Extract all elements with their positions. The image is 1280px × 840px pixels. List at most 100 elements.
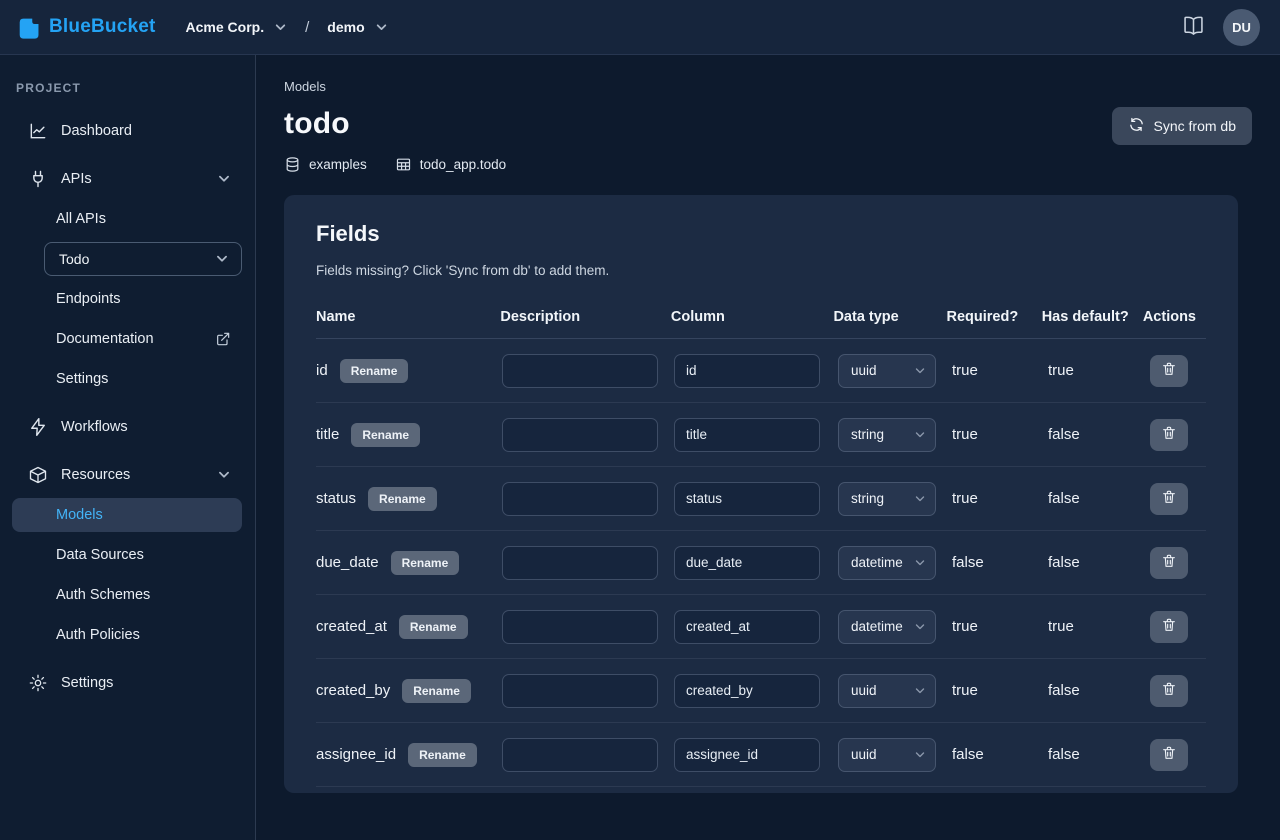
sidebar-item-label: Resources <box>61 467 131 483</box>
required-value: true <box>952 617 978 635</box>
required-value: true <box>952 489 978 507</box>
sidebar-item-dashboard[interactable]: Dashboard <box>0 111 255 151</box>
table-row: assignee_id Rename uuid false fals <box>316 723 1206 788</box>
sidebar-item-settings[interactable]: Settings <box>0 663 255 703</box>
brand-logo[interactable]: BlueBucket <box>16 14 156 40</box>
data-type-select[interactable]: datetime <box>838 609 936 644</box>
page-head-left: Models todo examples <box>284 79 506 173</box>
database-icon <box>284 156 301 173</box>
sidebar-api-select[interactable]: Todo <box>44 242 242 276</box>
chevron-down-icon <box>217 468 231 482</box>
rename-button[interactable]: Rename <box>398 614 468 639</box>
rename-button[interactable]: Rename <box>408 742 477 767</box>
sidebar-item-label: APIs <box>61 171 92 187</box>
column-header-required: Required? <box>946 309 1019 325</box>
data-type-select[interactable]: string <box>838 481 936 516</box>
sidebar-item-data-sources[interactable]: Data Sources <box>0 535 255 575</box>
bucket-logo-icon <box>16 14 42 40</box>
sync-from-db-button[interactable]: Sync from db <box>1111 107 1252 145</box>
org-switcher[interactable]: Acme Corp. <box>182 13 292 41</box>
chevron-down-icon <box>914 429 926 441</box>
description-input[interactable] <box>502 481 658 516</box>
delete-field-button[interactable] <box>1150 674 1188 707</box>
column-header-name: Name <box>316 309 356 325</box>
sidebar-item-workflows[interactable]: Workflows <box>0 407 255 447</box>
column-input[interactable] <box>674 481 820 516</box>
sidebar-item-documentation[interactable]: Documentation <box>0 319 255 359</box>
description-input[interactable] <box>502 737 658 772</box>
sidebar-item-resources[interactable]: Resources <box>0 455 255 495</box>
table-row: status Rename string true false <box>316 467 1206 532</box>
delete-field-button[interactable] <box>1150 610 1188 643</box>
project-name: demo <box>327 19 365 35</box>
column-input[interactable] <box>674 737 820 772</box>
sidebar-item-auth-schemes[interactable]: Auth Schemes <box>0 575 255 615</box>
data-type-select[interactable]: datetime <box>838 545 936 580</box>
trash-icon <box>1161 617 1177 636</box>
bolt-icon <box>28 417 48 437</box>
data-type-select[interactable]: uuid <box>838 737 936 772</box>
has-default-value: false <box>1048 553 1080 571</box>
has-default-value: false <box>1048 681 1080 699</box>
data-type-select[interactable]: uuid <box>838 673 936 708</box>
column-input[interactable] <box>674 609 820 644</box>
delete-field-button[interactable] <box>1150 418 1188 451</box>
project-switcher[interactable]: demo <box>323 13 391 41</box>
sidebar-item-label: Models <box>56 507 103 523</box>
description-input[interactable] <box>502 545 658 580</box>
rename-button[interactable]: Rename <box>390 550 460 575</box>
description-input[interactable] <box>502 609 658 644</box>
column-header-column: Column <box>670 309 725 325</box>
data-type-select[interactable]: string <box>838 417 936 452</box>
description-input[interactable] <box>502 353 658 388</box>
sidebar-item-label: Dashboard <box>61 123 132 139</box>
model-meta-row: examples todo_app.todo <box>284 156 506 173</box>
column-input[interactable] <box>674 673 820 708</box>
table-row: title Rename string true false <box>316 403 1206 468</box>
sidebar-item-all-apis[interactable]: All APIs <box>0 199 255 239</box>
trash-icon <box>1161 745 1177 764</box>
docs-book-button[interactable] <box>1176 8 1211 46</box>
description-input[interactable] <box>502 673 658 708</box>
breadcrumb[interactable]: Models <box>284 79 326 94</box>
rename-button[interactable]: Rename <box>351 422 421 447</box>
sidebar-section-label: PROJECT <box>16 81 82 95</box>
column-input[interactable] <box>674 353 820 388</box>
fields-table-header: Name Description Column Data type Requir… <box>316 300 1206 340</box>
has-default-value: false <box>1048 745 1080 763</box>
db-table-meta: todo_app.todo <box>395 156 506 173</box>
sidebar: PROJECT Dashboard APIs All APIs <box>0 55 256 840</box>
book-icon <box>1182 14 1205 40</box>
sidebar-item-endpoints[interactable]: Endpoints <box>0 279 255 319</box>
delete-field-button[interactable] <box>1150 738 1188 771</box>
column-input[interactable] <box>674 545 820 580</box>
sync-button-label: Sync from db <box>1153 118 1236 134</box>
data-type-value: string <box>851 491 885 507</box>
rename-button[interactable]: Rename <box>368 486 437 511</box>
column-input[interactable] <box>674 417 820 452</box>
chevron-down-icon <box>914 685 926 697</box>
sidebar-item-models[interactable]: Models <box>12 498 242 532</box>
data-type-select[interactable]: uuid <box>838 353 936 388</box>
sidebar-api-select-value: Todo <box>59 251 90 267</box>
data-type-value: datetime <box>851 555 903 571</box>
page-head: Models todo examples <box>284 79 1252 173</box>
delete-field-button[interactable] <box>1150 482 1188 515</box>
description-input[interactable] <box>502 417 658 452</box>
delete-field-button[interactable] <box>1150 546 1188 579</box>
sidebar-item-auth-policies[interactable]: Auth Policies <box>0 615 255 655</box>
user-avatar[interactable]: DU <box>1223 8 1260 46</box>
delete-field-button[interactable] <box>1150 354 1188 387</box>
field-name: created_at <box>316 618 387 636</box>
sidebar-item-api-settings[interactable]: Settings <box>0 359 255 399</box>
field-name: title <box>316 426 340 444</box>
sidebar-item-apis[interactable]: APIs <box>0 159 255 199</box>
fields-card-subtitle: Fields missing? Click 'Sync from db' to … <box>316 263 610 278</box>
plug-icon <box>28 169 48 189</box>
column-header-description: Description <box>500 309 581 325</box>
chevron-down-icon <box>914 365 926 377</box>
has-default-value: true <box>1048 361 1074 379</box>
required-value: false <box>952 745 984 763</box>
rename-button[interactable]: Rename <box>402 678 471 703</box>
rename-button[interactable]: Rename <box>339 358 409 383</box>
